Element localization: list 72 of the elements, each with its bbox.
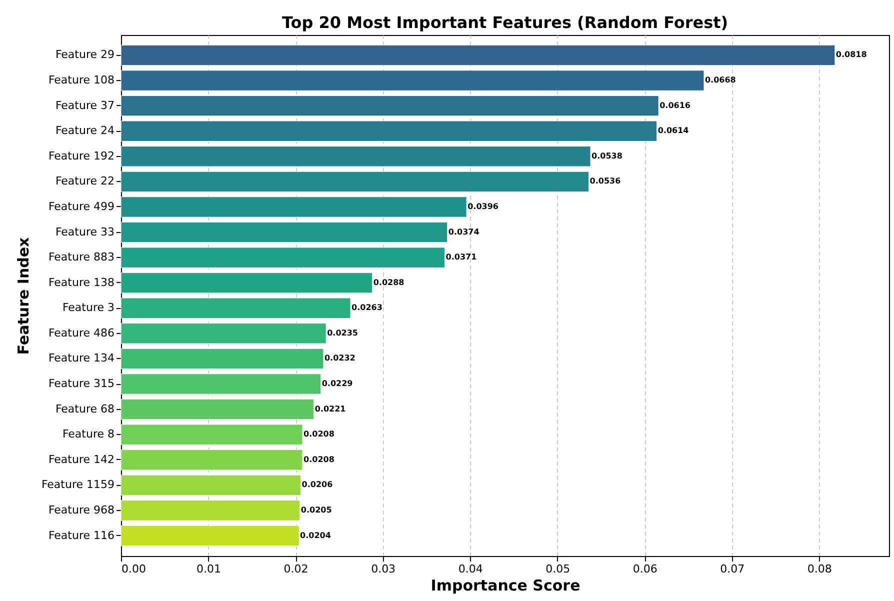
bar (120, 247, 446, 268)
bar (120, 196, 467, 218)
chart-title: Top 20 Most Important Features (Random Forest) (282, 13, 728, 32)
y-tick-label: Feature 138 (48, 276, 114, 289)
y-tick-label: Feature 315 (48, 377, 114, 390)
data-label: 0.0396 (468, 202, 499, 211)
y-tick-label: Feature 37 (55, 98, 114, 112)
y-tick-label: Feature 142 (48, 452, 114, 466)
x-tick-label: 0.01 (196, 562, 222, 576)
y-tick-label: Feature 22 (55, 174, 114, 188)
data-label: 0.0374 (448, 227, 480, 236)
data-label: 0.0536 (590, 176, 622, 186)
x-axis-title: Importance Score (430, 576, 580, 594)
bar (120, 44, 836, 66)
y-tick-label: Feature 192 (48, 149, 114, 162)
data-label: 0.0232 (324, 354, 356, 363)
x-tick-label: 0.03 (371, 562, 396, 576)
y-tick-label: Feature 883 (48, 250, 114, 264)
y-tick-label: Feature 3 (62, 301, 114, 314)
y-axis-title: Feature Index (14, 236, 32, 355)
y-tick-label: Feature 486 (48, 326, 114, 340)
x-tick-label: 0.05 (546, 562, 570, 576)
bar (120, 525, 300, 546)
data-label: 0.0371 (446, 252, 478, 262)
y-tick-label: Feature 1159 (41, 478, 114, 492)
data-label: 0.0221 (314, 404, 346, 414)
x-tick-label: 0.04 (458, 562, 483, 576)
x-tick-label: 0.06 (632, 562, 658, 576)
data-label: 0.0206 (302, 480, 334, 490)
y-tick-label: Feature 29 (55, 48, 114, 62)
data-label: 0.0668 (704, 76, 736, 85)
bar (120, 500, 300, 521)
data-label: 0.0229 (322, 379, 354, 388)
data-label: 0.0208 (304, 430, 335, 439)
data-label: 0.0614 (658, 126, 690, 136)
data-label: 0.0204 (300, 530, 332, 540)
data-label: 0.0208 (304, 454, 335, 464)
bar (120, 272, 373, 294)
y-tick-label: Feature 33 (55, 225, 114, 238)
data-label: 0.0205 (300, 505, 332, 514)
data-label: 0.0235 (327, 328, 358, 338)
y-tick-label: Feature 116 (48, 528, 114, 542)
bar (120, 474, 302, 496)
x-tick-label: 0.08 (807, 562, 832, 576)
data-label: 0.0288 (373, 278, 405, 287)
bar (120, 398, 314, 420)
data-label: 0.0616 (660, 100, 691, 110)
data-label: 0.0263 (352, 303, 382, 312)
data-label: 0.0818 (836, 50, 868, 60)
bar (120, 450, 303, 470)
y-tick-label: Feature 24 (55, 124, 114, 138)
x-tick-label: 0.02 (284, 562, 308, 576)
y-tick-label: Feature 108 (48, 74, 114, 87)
bar (120, 146, 591, 167)
bar (120, 120, 658, 142)
x-tick-label: 0.00 (122, 562, 146, 576)
bar (120, 70, 704, 91)
bar (120, 95, 659, 116)
x-tick-label: 0.07 (720, 562, 745, 576)
y-tick-label: Feature 499 (48, 200, 114, 213)
y-tick-label: Feature 68 (55, 402, 114, 416)
bar (120, 348, 324, 370)
bar (120, 171, 590, 192)
y-tick-label: Feature 134 (48, 352, 114, 365)
data-label: 0.0538 (592, 151, 623, 160)
bar (120, 374, 322, 394)
bar (120, 298, 351, 319)
y-tick-label: Feature 8 (62, 428, 114, 441)
bar (120, 424, 303, 445)
bar (120, 222, 448, 243)
bar (120, 323, 326, 344)
y-tick-label: Feature 968 (48, 503, 114, 516)
